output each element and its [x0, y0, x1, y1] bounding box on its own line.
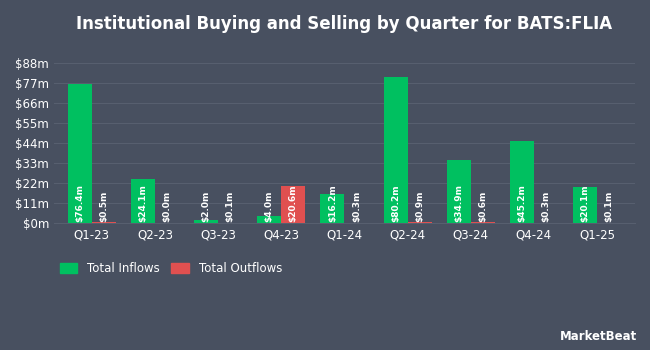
- Text: $0.1m: $0.1m: [226, 190, 235, 222]
- Bar: [447, 160, 471, 223]
- Bar: [573, 187, 597, 223]
- Text: $0.9m: $0.9m: [415, 190, 424, 222]
- Text: $24.1m: $24.1m: [138, 184, 148, 222]
- Bar: [281, 186, 306, 223]
- Text: $16.2m: $16.2m: [328, 184, 337, 222]
- Bar: [384, 77, 408, 223]
- Bar: [92, 222, 116, 223]
- Text: $0.1m: $0.1m: [604, 190, 614, 222]
- Text: $76.4m: $76.4m: [75, 184, 84, 222]
- Text: $0.3m: $0.3m: [352, 190, 361, 222]
- Text: $80.2m: $80.2m: [391, 184, 400, 222]
- Bar: [194, 219, 218, 223]
- Bar: [320, 194, 344, 223]
- Text: $0.5m: $0.5m: [99, 190, 109, 222]
- Bar: [408, 222, 432, 223]
- Bar: [131, 179, 155, 223]
- Bar: [257, 216, 281, 223]
- Title: Institutional Buying and Selling by Quarter for BATS:FLIA: Institutional Buying and Selling by Quar…: [76, 15, 612, 33]
- Text: $2.0m: $2.0m: [202, 190, 211, 222]
- Bar: [68, 84, 92, 223]
- Text: $4.0m: $4.0m: [265, 190, 274, 222]
- Text: $0.6m: $0.6m: [478, 190, 488, 222]
- Text: $0.0m: $0.0m: [162, 190, 172, 222]
- Bar: [510, 141, 534, 223]
- Text: $34.9m: $34.9m: [454, 184, 463, 222]
- Text: $0.3m: $0.3m: [541, 190, 551, 222]
- Text: MarketBeat: MarketBeat: [560, 330, 637, 343]
- Bar: [471, 222, 495, 223]
- Text: $20.1m: $20.1m: [580, 184, 590, 222]
- Legend: Total Inflows, Total Outflows: Total Inflows, Total Outflows: [60, 262, 282, 275]
- Text: $45.2m: $45.2m: [517, 184, 526, 222]
- Text: $20.6m: $20.6m: [289, 184, 298, 222]
